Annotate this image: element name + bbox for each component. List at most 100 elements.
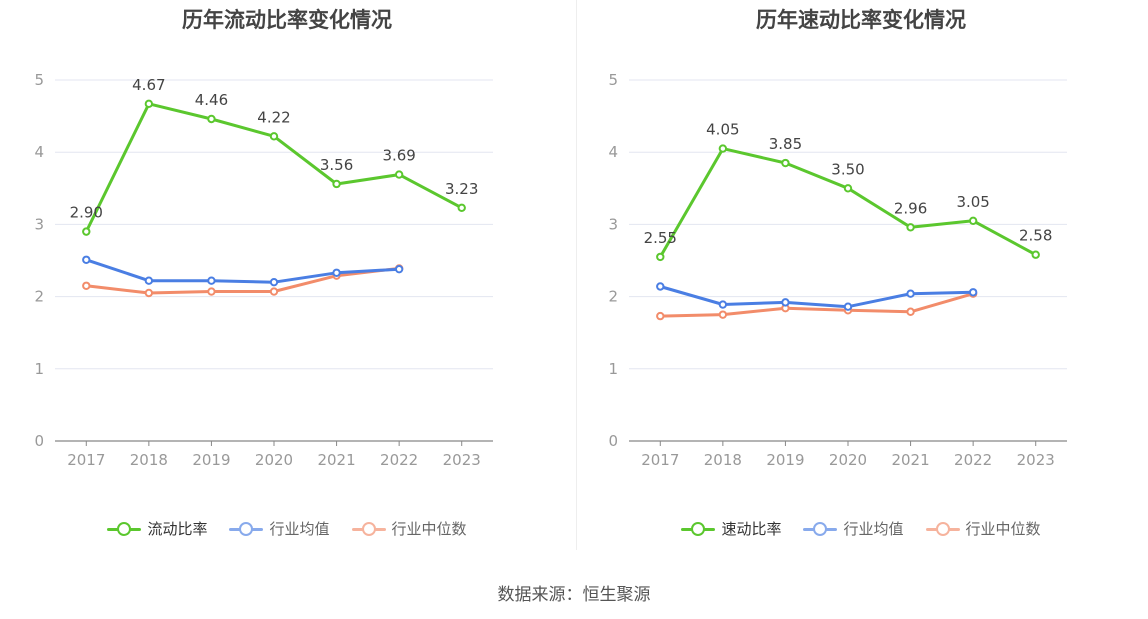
data-point (144, 288, 154, 298)
data-point (1031, 250, 1040, 259)
data-point (332, 179, 341, 189)
data-label: 4.05 (706, 121, 739, 139)
legend-dot (239, 521, 254, 536)
y-tick-label: 1 (608, 360, 618, 378)
data-point (207, 114, 216, 124)
x-tick-label: 2017 (641, 451, 679, 469)
series-line (658, 285, 975, 309)
x-tick-label: 2023 (1017, 451, 1055, 469)
y-tick-label: 1 (34, 360, 44, 378)
data-label: 4.46 (195, 91, 228, 109)
y-tick-label: 5 (34, 71, 44, 89)
data-point (144, 276, 154, 285)
data-label: 4.67 (132, 76, 165, 94)
series-line (658, 292, 975, 318)
legend-label: 速动比率 (721, 520, 782, 538)
y-tick-label: 4 (608, 143, 618, 161)
x-tick-label: 2019 (766, 451, 804, 469)
y-tick-label: 0 (608, 432, 618, 450)
data-label: 3.56 (320, 156, 353, 174)
data-point (144, 99, 154, 109)
data-point (457, 203, 466, 212)
data-label: 4.22 (257, 108, 290, 126)
chart-legend: 流动比率 行业均值 行业中位数 (0, 518, 574, 539)
data-point (656, 311, 665, 321)
x-tick-label: 2021 (317, 451, 355, 469)
data-point (394, 170, 404, 179)
legend-label: 行业中位数 (965, 520, 1041, 538)
legend-dot (691, 521, 706, 536)
x-tick-label: 2017 (67, 451, 105, 469)
y-tick-label: 2 (34, 288, 44, 306)
data-label: 3.23 (445, 180, 478, 198)
x-tick-label: 2021 (891, 451, 929, 469)
x-tick-label: 2020 (829, 451, 867, 469)
data-label: 3.05 (956, 193, 989, 211)
legend-swatch-icon (107, 521, 142, 537)
y-tick-label: 4 (34, 143, 44, 161)
data-point (906, 289, 915, 298)
legend-item[interactable]: 行业中位数 (351, 518, 467, 539)
quick-ratio-plot: 0 1 2 3 4 5 2017 2018 2019 2020 2021 2022 2023 2.55 4.… (608, 71, 1067, 469)
data-label: 2.90 (70, 204, 103, 222)
data-point (207, 276, 216, 285)
chart-title: 历年速动比率变化情况 (756, 8, 966, 32)
chart-legend: 速动比率 行业均值 行业中位数 (574, 518, 1148, 539)
legend-item[interactable]: 速动比率 (681, 518, 781, 539)
legend-label: 行业均值 (843, 520, 904, 538)
x-tick-label: 2022 (954, 451, 992, 469)
current-ratio-plot: 0 1 2 3 4 5 2017 2018 2019 2020 2021 2022 2023 2.90 4.… (34, 71, 493, 469)
legend-item[interactable]: 行业均值 (229, 518, 330, 539)
y-tick-label: 2 (608, 288, 618, 306)
data-point (269, 287, 279, 296)
current-ratio-chart-panel: 历年流动比率变化情况 0 1 2 3 4 5 2017 2018 2019 2020 2021 202… (0, 0, 574, 560)
data-point (718, 300, 728, 309)
data-point (781, 158, 790, 168)
y-tick-label: 3 (608, 215, 618, 233)
data-point (906, 223, 915, 232)
legend-item[interactable]: 行业均值 (803, 518, 904, 539)
data-point (718, 310, 728, 319)
x-tick-label: 2022 (380, 451, 418, 469)
x-tick-label: 2020 (255, 451, 293, 469)
data-point (968, 216, 978, 225)
data-point (656, 252, 665, 262)
data-point (82, 255, 91, 264)
data-point (843, 302, 853, 311)
legend-swatch-icon (229, 521, 264, 537)
series-line (84, 266, 401, 295)
legend-item[interactable]: 流动比率 (107, 518, 207, 539)
legend-label: 行业中位数 (391, 520, 467, 538)
data-label: 3.69 (382, 147, 415, 165)
legend-dot (813, 521, 828, 536)
data-point (968, 288, 978, 297)
legend-dot (117, 521, 132, 536)
y-tick-label: 0 (34, 432, 44, 450)
data-point (906, 307, 915, 316)
legend-label: 行业均值 (269, 520, 330, 538)
y-tick-label: 5 (608, 71, 618, 89)
data-label: 2.58 (1019, 227, 1052, 245)
data-label: 2.96 (894, 199, 927, 217)
data-point (332, 268, 341, 277)
data-point (843, 184, 853, 193)
legend-swatch-icon (351, 521, 386, 537)
chart-title: 历年流动比率变化情况 (182, 8, 392, 32)
series-line (84, 258, 401, 284)
data-point (781, 298, 790, 307)
x-tick-label: 2019 (192, 451, 230, 469)
legend-dot (361, 521, 376, 536)
data-point (269, 277, 279, 287)
legend-item[interactable]: 行业中位数 (925, 518, 1041, 539)
data-label: 3.85 (769, 135, 802, 153)
panel-divider (576, 0, 577, 550)
data-point (656, 282, 665, 291)
legend-dot (935, 521, 950, 536)
x-tick-label: 2018 (130, 451, 168, 469)
data-point (207, 287, 216, 296)
data-label: 3.50 (831, 160, 864, 178)
data-point (394, 264, 404, 274)
data-source-note: 数据来源：恒生聚源 (497, 585, 651, 605)
data-point (82, 281, 91, 290)
legend-swatch-icon (803, 521, 838, 537)
